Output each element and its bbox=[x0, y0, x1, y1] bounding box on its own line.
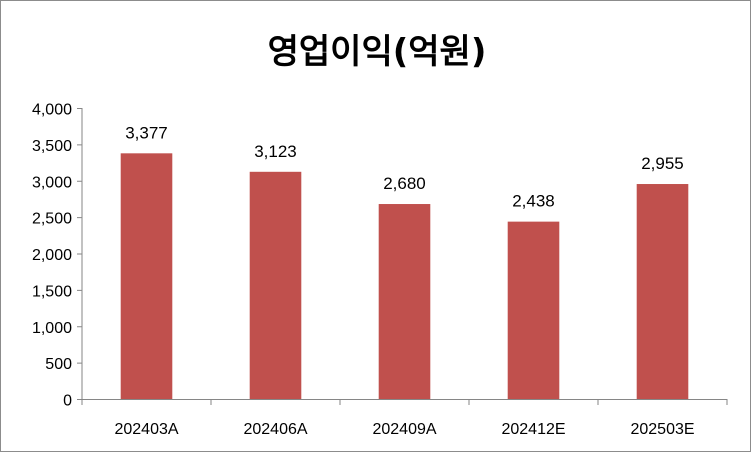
x-axis: 202403A 202406A 202409A 202412E 202503E bbox=[81, 399, 728, 438]
bar-202403A bbox=[120, 153, 173, 399]
chart-title: 영업이익(억원) bbox=[268, 32, 487, 72]
data-label: 2,438 bbox=[512, 192, 555, 211]
y-tick-label: 3,500 bbox=[32, 138, 72, 155]
y-tick-label: 1,500 bbox=[32, 283, 72, 300]
y-tick-label: 2,000 bbox=[32, 247, 72, 264]
bar-202503E bbox=[636, 184, 689, 399]
x-tick-label: 202412E bbox=[501, 421, 565, 438]
y-tick-label: 3,000 bbox=[32, 174, 72, 191]
y-axis: 0 500 1,000 1,500 2,000 2,500 3,000 3,500 4,000 bbox=[32, 102, 83, 410]
bar-202409A bbox=[378, 204, 431, 399]
y-tick-label: 2,500 bbox=[32, 211, 72, 228]
x-tick-label: 202409A bbox=[372, 421, 436, 438]
x-tick-label: 202503E bbox=[630, 421, 694, 438]
data-label: 2,955 bbox=[641, 154, 684, 173]
y-tick-label: 4,000 bbox=[32, 102, 72, 119]
y-tick-label: 500 bbox=[45, 356, 72, 373]
y-tick-label: 1,000 bbox=[32, 320, 72, 337]
bars: 3,377 3,123 2,680 2,438 2,955 bbox=[120, 123, 689, 399]
x-tick-label: 202403A bbox=[114, 421, 178, 438]
x-tick-label: 202406A bbox=[243, 421, 307, 438]
bar-202406A bbox=[249, 171, 302, 399]
y-tick-label: 0 bbox=[63, 393, 72, 410]
data-label: 2,680 bbox=[383, 174, 426, 193]
data-label: 3,123 bbox=[254, 142, 297, 161]
bar-202412E bbox=[507, 221, 560, 399]
data-label: 3,377 bbox=[125, 123, 168, 142]
